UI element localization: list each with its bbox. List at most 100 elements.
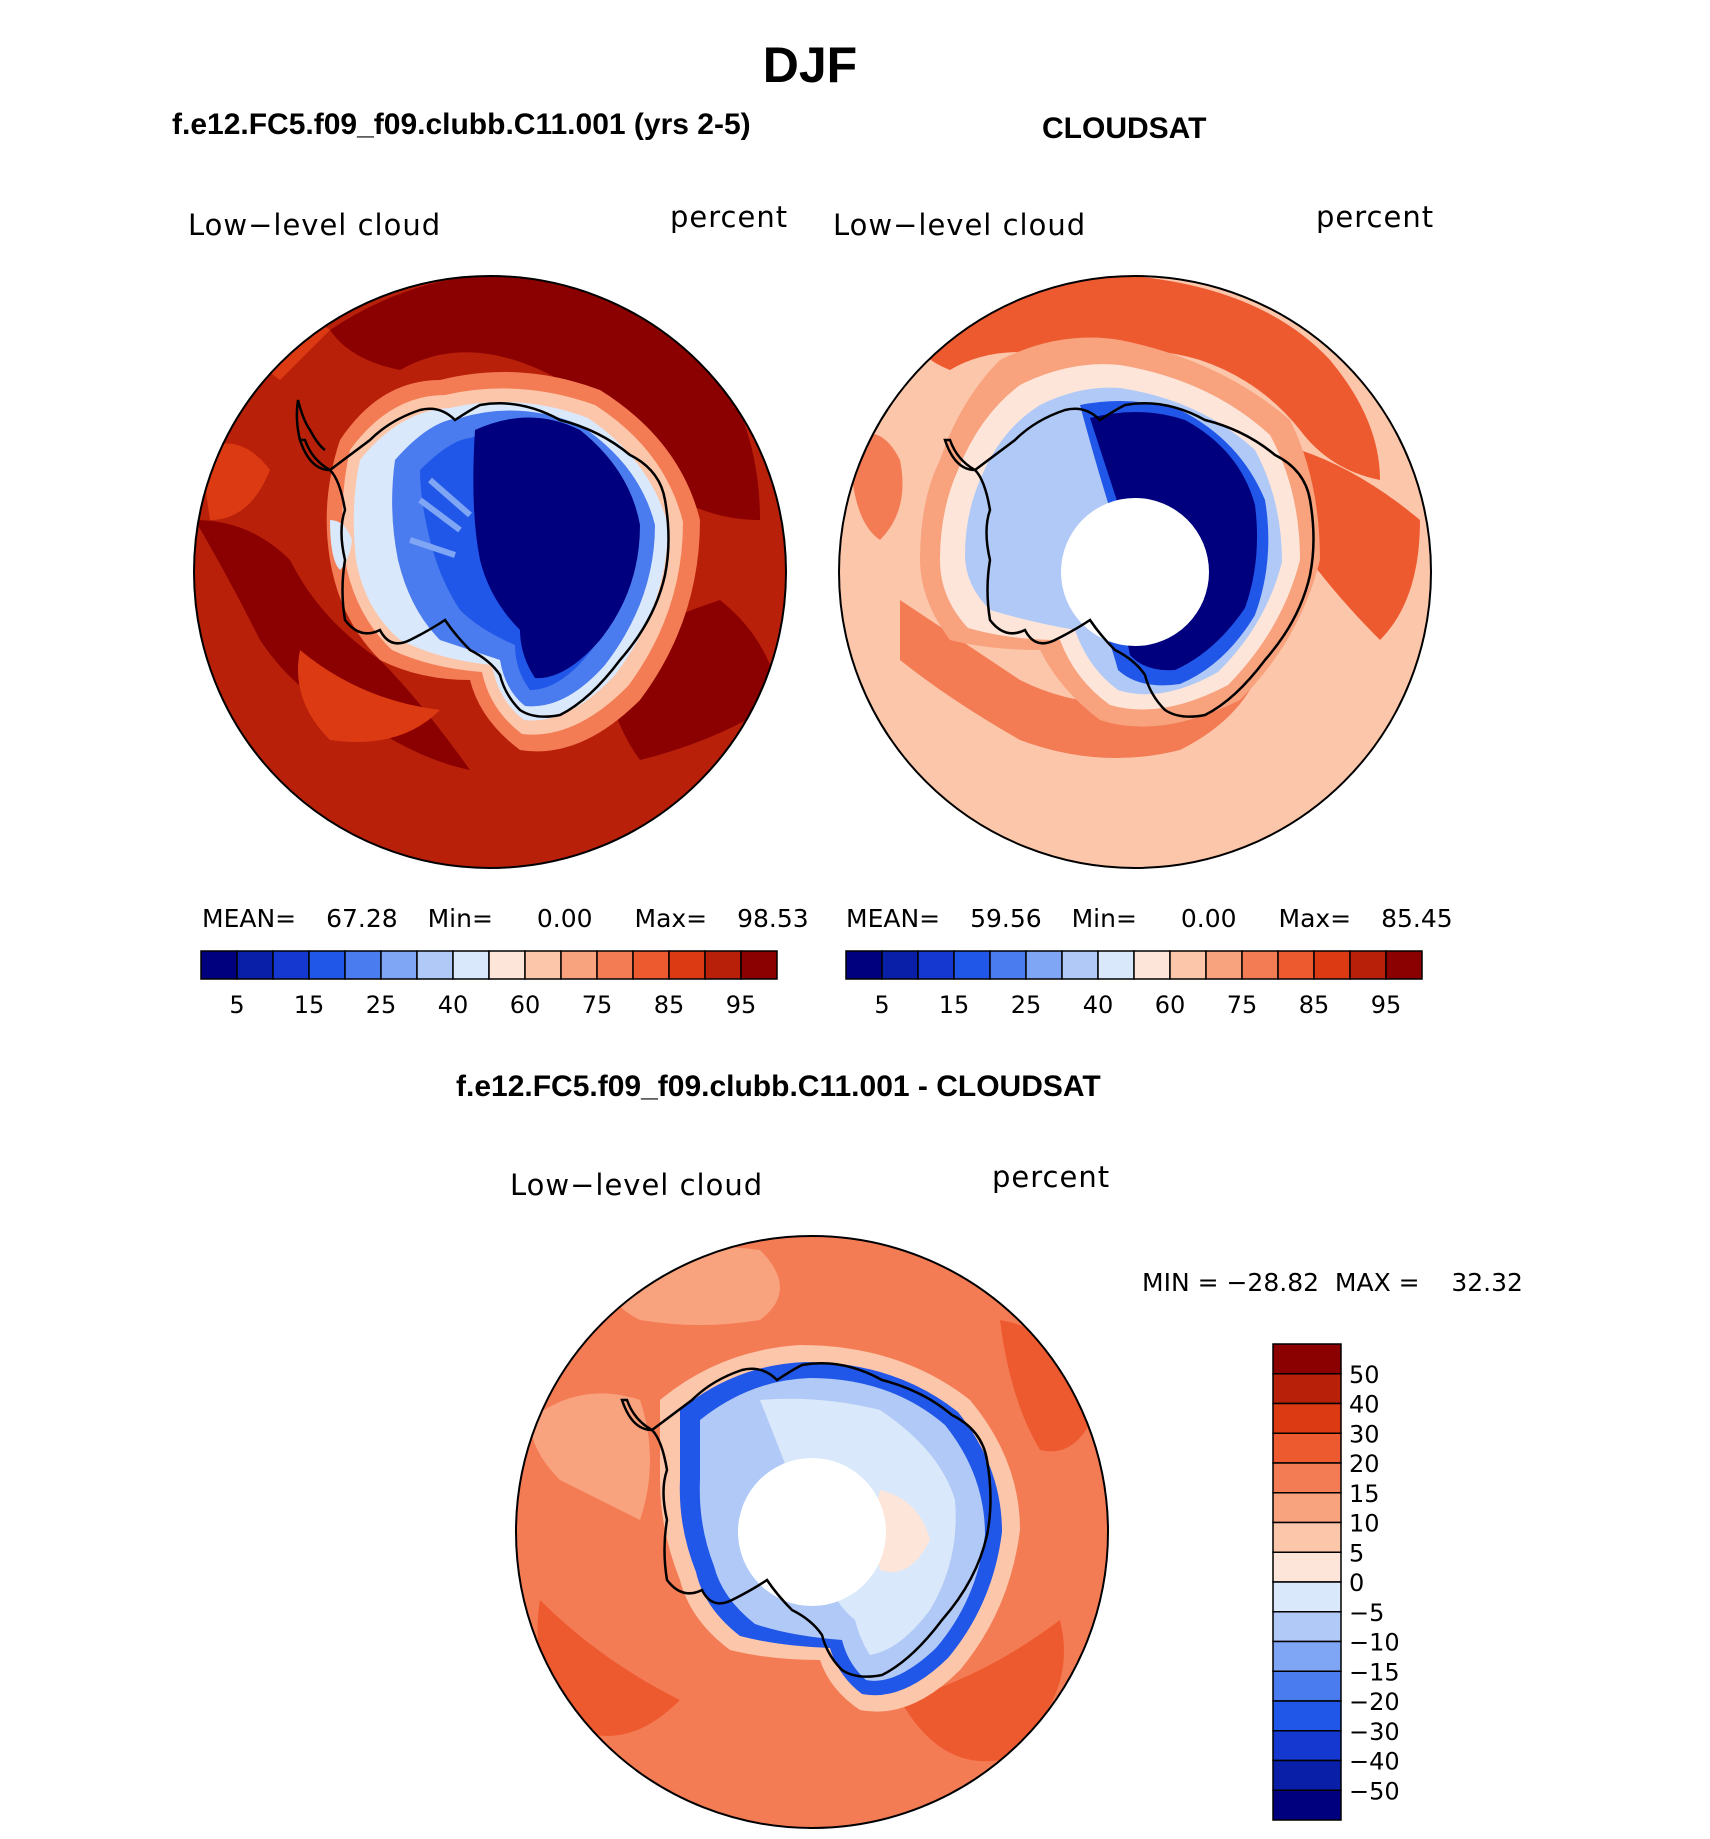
obs-colorbar-box — [1241, 950, 1279, 980]
model-colorbar-box — [560, 950, 598, 980]
diff-colorbar-tick-label: −5 — [1349, 1599, 1384, 1627]
diff-stats: MIN = −28.82 MAX = 32.32 — [1142, 1268, 1523, 1297]
obs-units-label: percent — [1316, 200, 1435, 234]
model-coastline — [298, 402, 670, 718]
obs-colorbar-tick-label: 75 — [1227, 991, 1258, 1019]
model-colorbar-tick-label: 75 — [582, 991, 613, 1019]
model-colorbar-box — [416, 950, 454, 980]
diff-colorbar-tick-label: 40 — [1349, 1391, 1380, 1419]
obs-max-label: Max= — [1278, 904, 1352, 933]
model-colorbar-box — [344, 950, 382, 980]
diff-variable-label: Low−level cloud — [510, 1168, 764, 1202]
diff-colorbar-box — [1272, 1432, 1342, 1464]
obs-colorbar-tick-label: 15 — [939, 991, 970, 1019]
obs-colorbar-box — [1025, 950, 1063, 980]
diff-colorbar-box — [1272, 1373, 1342, 1405]
model-colorbar-box — [272, 950, 310, 980]
model-mean-label: MEAN= — [202, 904, 297, 933]
obs-colorbar-box — [1097, 950, 1135, 980]
diff-colorbar-tick-label: −50 — [1349, 1777, 1400, 1805]
obs-colorbar-tick-label: 25 — [1011, 991, 1042, 1019]
obs-colorbar-box — [881, 950, 919, 980]
obs-variable-label: Low−level cloud — [833, 208, 1087, 242]
obs-stats: MEAN= 59.56 Min= 0.00 Max= 85.45 — [846, 904, 1453, 933]
model-map-border — [193, 275, 787, 869]
obs-colorbar-box — [1385, 950, 1423, 980]
diff-colorbar-box — [1272, 1581, 1342, 1613]
model-colorbar-box — [704, 950, 742, 980]
model-colorbar-box — [668, 950, 706, 980]
diff-colorbar-box — [1272, 1730, 1342, 1762]
model-min-value: 0.00 — [536, 904, 593, 933]
model-units-label: percent — [670, 200, 789, 234]
model-colorbar-box — [200, 950, 238, 980]
diff-colorbar-tick-label: 30 — [1349, 1420, 1380, 1448]
obs-colorbar: 5 15 25 40 60 75 85 95 — [845, 950, 1423, 1019]
diff-colorbar-tick-label: 15 — [1349, 1480, 1380, 1508]
obs-colorbar-tick-label: 60 — [1155, 991, 1186, 1019]
obs-mean-label: MEAN= — [846, 904, 941, 933]
obs-colorbar-box — [1349, 950, 1387, 980]
model-stats: MEAN= 67.28 Min= 0.00 Max= 98.53 — [202, 904, 809, 933]
model-colorbar-box — [596, 950, 634, 980]
model-colorbar-box — [308, 950, 346, 980]
diff-colorbar-box — [1272, 1551, 1342, 1583]
obs-map-border — [838, 275, 1432, 869]
diff-colorbar-box — [1272, 1670, 1342, 1702]
obs-min-value: 0.00 — [1180, 904, 1237, 933]
model-max-label: Max= — [634, 904, 708, 933]
model-map — [194, 276, 786, 868]
obs-colorbar-box — [989, 950, 1027, 980]
obs-colorbar-box — [917, 950, 955, 980]
obs-colorbar-tick-label: 85 — [1299, 991, 1330, 1019]
model-colorbar-tick-label: 60 — [510, 991, 541, 1019]
diff-coastline — [620, 1362, 992, 1678]
obs-case-title: CLOUDSAT — [1042, 112, 1207, 145]
diff-colorbar-tick-label: 50 — [1349, 1361, 1380, 1389]
obs-colorbar-box — [1169, 950, 1207, 980]
diff-colorbar-box — [1272, 1492, 1342, 1524]
model-peninsula — [295, 399, 326, 452]
obs-colorbar-tick-label: 5 — [874, 991, 889, 1019]
model-colorbar-tick-label: 40 — [438, 991, 469, 1019]
model-mean-value: 67.28 — [326, 904, 398, 933]
diff-colorbar-tick-label: −20 — [1349, 1688, 1400, 1716]
diff-colorbar-box — [1272, 1640, 1342, 1672]
obs-colorbar-box — [845, 950, 883, 980]
obs-min-label: Min= — [1071, 904, 1137, 933]
obs-colorbar-box — [1205, 950, 1243, 980]
diff-colorbar-box — [1272, 1462, 1342, 1494]
diff-map — [516, 1236, 1108, 1828]
diff-units-label: percent — [992, 1160, 1111, 1194]
obs-max-value: 85.45 — [1381, 904, 1453, 933]
obs-colorbar-tick-label: 95 — [1371, 991, 1402, 1019]
model-colorbar-box — [452, 950, 490, 980]
model-variable-label: Low−level cloud — [188, 208, 442, 242]
model-colorbar-tick-label: 85 — [654, 991, 685, 1019]
model-colorbar: 5 15 25 40 60 75 85 95 — [200, 950, 778, 1019]
diff-colorbar-tick-label: −40 — [1349, 1748, 1400, 1776]
diff-colorbar-tick-label: −15 — [1349, 1658, 1400, 1686]
model-colorbar-tick-label: 15 — [294, 991, 325, 1019]
diff-colorbar-box — [1272, 1402, 1342, 1434]
model-colorbar-tick-label: 25 — [366, 991, 397, 1019]
model-case-title: f.e12.FC5.f09_f09.clubb.C11.001 (yrs 2-5… — [172, 108, 751, 141]
diff-colorbar-tick-label: −10 — [1349, 1629, 1400, 1657]
model-min-label: Min= — [427, 904, 493, 933]
diff-colorbar-box — [1272, 1521, 1342, 1553]
model-colorbar-box — [740, 950, 778, 980]
model-colorbar-box — [488, 950, 526, 980]
obs-map — [839, 276, 1431, 868]
diff-colorbar-box — [1272, 1611, 1342, 1643]
model-max-value: 98.53 — [737, 904, 809, 933]
obs-colorbar-box — [1061, 950, 1099, 980]
diff-case-title: f.e12.FC5.f09_f09.clubb.C11.001 - CLOUDS… — [456, 1070, 1101, 1103]
obs-mean-value: 59.56 — [970, 904, 1042, 933]
model-colorbar-tick-label: 5 — [229, 991, 244, 1019]
model-colorbar-tick-label: 95 — [726, 991, 757, 1019]
diff-colorbar-box — [1272, 1789, 1342, 1821]
diff-map-border — [515, 1235, 1109, 1829]
diff-colorbar-box — [1272, 1759, 1342, 1791]
